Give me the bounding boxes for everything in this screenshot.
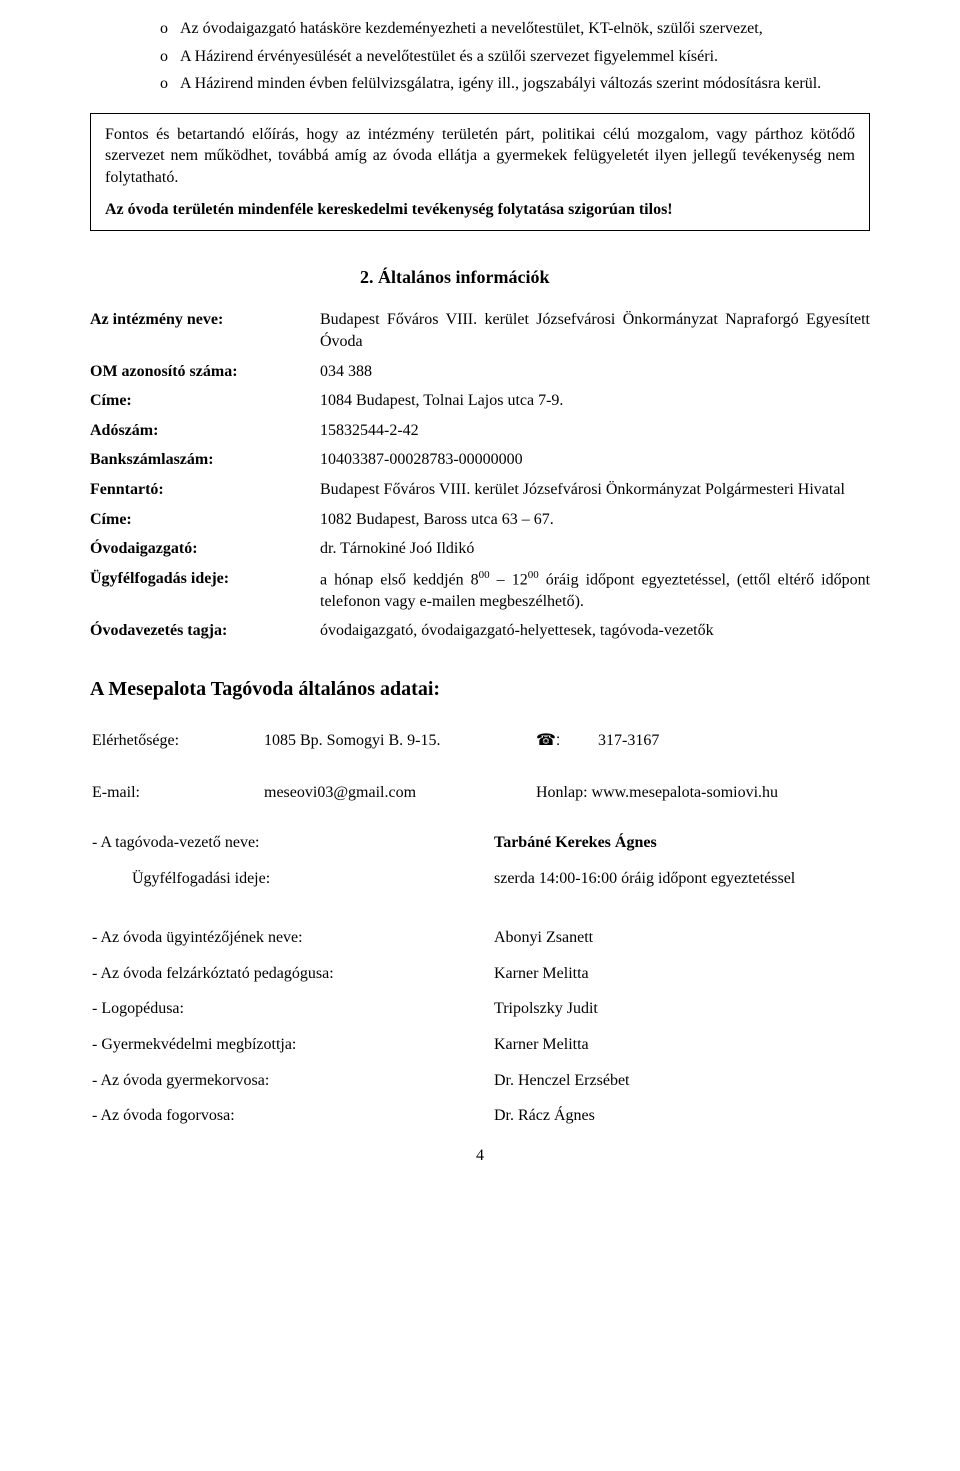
info-row: Bankszámlaszám: 10403387-00028783-000000…	[90, 445, 870, 475]
info-label: Adószám:	[90, 416, 320, 446]
text: – 12	[490, 571, 528, 588]
phone-icon: ☎:	[536, 727, 596, 755]
staff-row: - Az óvoda ügyintézőjének neve: Abonyi Z…	[92, 921, 868, 955]
staff-row: - Az óvoda gyermekorvosa: Dr. Henczel Er…	[92, 1064, 868, 1098]
staff-value: Dr. Henczel Erzsébet	[494, 1064, 868, 1098]
staff-label: - Az óvoda felzárkóztató pedagógusa:	[92, 957, 492, 991]
web-label: Honlap:	[536, 784, 588, 801]
info-row: Címe: 1084 Budapest, Tolnai Lajos utca 7…	[90, 386, 870, 416]
web-value: www.mesepalota-somiovi.hu	[592, 784, 778, 801]
contact-label: Elérhetősége:	[92, 727, 262, 755]
contact-value: 317-3167	[598, 727, 868, 755]
staff-value: Abonyi Zsanett	[494, 921, 868, 955]
contact-table: Elérhetősége: 1085 Bp. Somogyi B. 9-15. …	[90, 725, 870, 808]
info-value: dr. Tárnokiné Joó Ildikó	[320, 534, 870, 564]
staff-value: Dr. Rácz Ágnes	[494, 1099, 868, 1133]
info-value: 034 388	[320, 357, 870, 387]
page-number: 4	[90, 1145, 870, 1167]
info-row: Fenntartó: Budapest Főváros VIII. kerüle…	[90, 475, 870, 505]
section-title: 2. Általános információk	[90, 265, 870, 289]
staff-value: Tarbáné Kerekes Ágnes	[494, 826, 868, 860]
bullet-item: Az óvodaigazgató hatásköre kezdeményezhe…	[160, 18, 870, 40]
staff-row: - Gyermekvédelmi megbízottja: Karner Mel…	[92, 1028, 868, 1062]
info-label: Óvodaigazgató:	[90, 534, 320, 564]
info-value: 10403387-00028783-00000000	[320, 445, 870, 475]
highlight-box: Fontos és betartandó előírás, hogy az in…	[90, 113, 870, 231]
info-label: Az intézmény neve:	[90, 305, 320, 356]
info-label: Címe:	[90, 386, 320, 416]
staff-row: - Logopédusa: Tripolszky Judit	[92, 992, 868, 1026]
sup: 00	[479, 569, 490, 581]
contact-row: E-mail: meseovi03@gmail.com Honlap: www.…	[92, 779, 868, 807]
info-label: Fenntartó:	[90, 475, 320, 505]
staff-value: Karner Melitta	[494, 957, 868, 991]
staff-label: Ügyfélfogadási ideje:	[92, 862, 492, 896]
sup: 00	[528, 569, 539, 581]
info-value: Budapest Főváros VIII. kerület Józsefvár…	[320, 305, 870, 356]
info-label: Ügyfélfogadás ideje:	[90, 564, 320, 617]
staff-label: - Gyermekvédelmi megbízottja:	[92, 1028, 492, 1062]
info-value: Budapest Főváros VIII. kerület Józsefvár…	[320, 475, 870, 505]
staff-table: - A tagóvoda-vezető neve: Tarbáné Kereke…	[90, 824, 870, 1135]
info-value: a hónap első keddjén 800 – 1200 óráig id…	[320, 564, 870, 617]
staff-row: - A tagóvoda-vezető neve: Tarbáné Kereke…	[92, 826, 868, 860]
box-paragraph-bold: Az óvoda területén mindenféle kereskedel…	[105, 199, 855, 221]
staff-row: - Az óvoda felzárkóztató pedagógusa: Kar…	[92, 957, 868, 991]
staff-label: - Logopédusa:	[92, 992, 492, 1026]
info-label: Bankszámlaszám:	[90, 445, 320, 475]
bullet-list: Az óvodaigazgató hatásköre kezdeményezhe…	[90, 18, 870, 95]
staff-label: - A tagóvoda-vezető neve:	[92, 826, 492, 860]
staff-row: - Az óvoda fogorvosa: Dr. Rácz Ágnes	[92, 1099, 868, 1133]
staff-value: szerda 14:00-16:00 óráig időpont egyezte…	[494, 862, 868, 896]
staff-label: - Az óvoda ügyintézőjének neve:	[92, 921, 492, 955]
contact-web: Honlap: www.mesepalota-somiovi.hu	[536, 779, 868, 807]
contact-row: Elérhetősége: 1085 Bp. Somogyi B. 9-15. …	[92, 727, 868, 755]
info-row: Óvodaigazgató: dr. Tárnokiné Joó Ildikó	[90, 534, 870, 564]
contact-label: E-mail:	[92, 779, 262, 807]
text: a hónap első keddjén 8	[320, 571, 479, 588]
staff-label: - Az óvoda gyermekorvosa:	[92, 1064, 492, 1098]
info-value: 1084 Budapest, Tolnai Lajos utca 7-9.	[320, 386, 870, 416]
info-row: Ügyfélfogadás ideje: a hónap első keddjé…	[90, 564, 870, 617]
info-value: óvodaigazgató, óvodaigazgató-helyettesek…	[320, 616, 870, 646]
info-row: OM azonosító száma: 034 388	[90, 357, 870, 387]
bullet-item: A Házirend érvényesülését a nevelőtestül…	[160, 46, 870, 68]
contact-value: 1085 Bp. Somogyi B. 9-15.	[264, 727, 534, 755]
info-label: Óvodavezetés tagja:	[90, 616, 320, 646]
info-value: 15832544-2-42	[320, 416, 870, 446]
staff-row: Ügyfélfogadási ideje: szerda 14:00-16:00…	[92, 862, 868, 896]
info-label: OM azonosító száma:	[90, 357, 320, 387]
document-page: Az óvodaigazgató hatásköre kezdeményezhe…	[0, 0, 960, 1226]
info-row: Címe: 1082 Budapest, Baross utca 63 – 67…	[90, 505, 870, 535]
staff-value: Tripolszky Judit	[494, 992, 868, 1026]
bullet-item: A Házirend minden évben felülvizsgálatra…	[160, 73, 870, 95]
info-label: Címe:	[90, 505, 320, 535]
staff-value: Karner Melitta	[494, 1028, 868, 1062]
info-value: 1082 Budapest, Baross utca 63 – 67.	[320, 505, 870, 535]
info-row: Az intézmény neve: Budapest Főváros VIII…	[90, 305, 870, 356]
staff-label: - Az óvoda fogorvosa:	[92, 1099, 492, 1133]
box-paragraph: Fontos és betartandó előírás, hogy az in…	[105, 124, 855, 189]
contact-value: meseovi03@gmail.com	[264, 779, 534, 807]
subheading: A Mesepalota Tagóvoda általános adatai:	[90, 676, 870, 703]
info-table: Az intézmény neve: Budapest Főváros VIII…	[90, 305, 870, 645]
info-row: Óvodavezetés tagja: óvodaigazgató, óvoda…	[90, 616, 870, 646]
info-row: Adószám: 15832544-2-42	[90, 416, 870, 446]
